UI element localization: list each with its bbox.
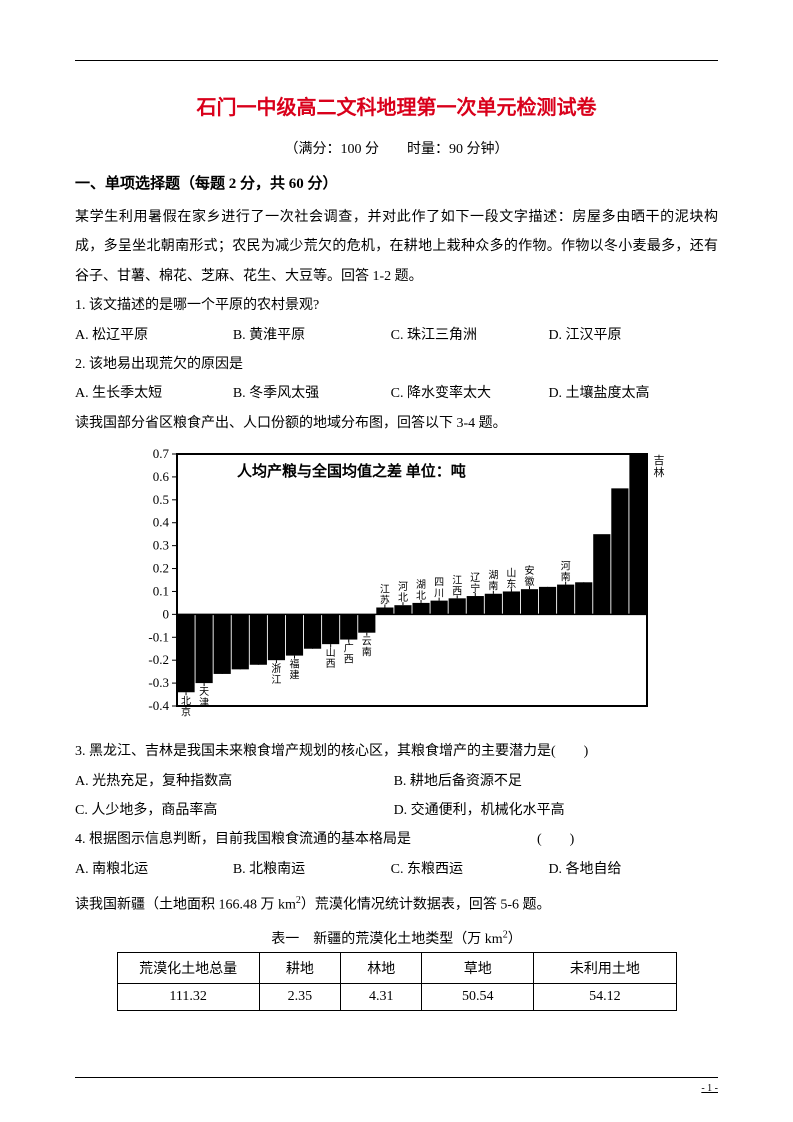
option: A. 松辽平原: [75, 321, 229, 350]
svg-text:西: 西: [326, 659, 336, 670]
svg-text:辽: 辽: [470, 572, 480, 584]
option: C. 东粮西运: [391, 855, 545, 884]
svg-text:京: 京: [181, 705, 191, 718]
svg-text:0.2: 0.2: [153, 561, 169, 576]
svg-text:江: 江: [271, 674, 281, 686]
question-1-options: A. 松辽平原 B. 黄淮平原 C. 珠江三角洲 D. 江汉平原: [75, 321, 718, 350]
svg-text:吉: 吉: [654, 454, 665, 467]
svg-text:广: 广: [344, 643, 354, 655]
exam-title: 石门一中级高二文科地理第一次单元检测试卷: [75, 91, 718, 120]
svg-text:0.1: 0.1: [153, 584, 169, 599]
svg-text:南: 南: [362, 646, 372, 659]
option: C. 人少地多，商品率高: [75, 796, 390, 825]
svg-text:贵: 贵: [308, 624, 318, 637]
page-number: - 1 -: [701, 1083, 718, 1094]
chart-figure: -0.4 -0.3 -0.2 -0.1 0 0.1 0.2 0.3 0.4 0.5 0.6 0.7 人均…: [115, 446, 718, 731]
svg-text:山: 山: [506, 568, 516, 580]
svg-text:宁: 宁: [579, 584, 589, 597]
svg-text:广: 广: [235, 645, 245, 657]
svg-text:上: 上: [217, 650, 227, 662]
svg-text:河: 河: [398, 581, 408, 593]
svg-text:陕: 陕: [253, 640, 263, 653]
question-2: 2. 该地易出现荒欠的原因是: [75, 350, 718, 379]
exam-subtitle: （满分：100 分 时量：90 分钟）: [75, 138, 718, 158]
svg-text:山: 山: [326, 647, 336, 659]
option: D. 各地自给: [548, 855, 702, 884]
land-type-table: 荒漠化土地总量耕地林地草地未利用土地111.322.354.3150.5454.…: [117, 952, 677, 1011]
question-3-options: A. 光热充足，复种指数高 B. 耕地后备资源不足: [75, 767, 718, 796]
question-3: 3. 黑龙江、吉林是我国未来粮食增产规划的核心区，其粮食增产的主要潜力是( ): [75, 737, 718, 766]
svg-text:江: 江: [380, 584, 390, 596]
svg-text:津: 津: [199, 697, 209, 709]
svg-text:-0.1: -0.1: [148, 629, 169, 644]
option: D. 江汉平原: [548, 321, 702, 350]
svg-text:林: 林: [654, 465, 665, 479]
svg-text:0.6: 0.6: [153, 469, 170, 484]
question-1: 1. 该文描述的是哪一个平原的农村景观?: [75, 291, 718, 320]
intro-3: 读我国新疆（土地面积 166.48 万 km2）荒漠化情况统计数据表，回答 5-…: [75, 890, 718, 920]
svg-text:北: 北: [181, 695, 191, 707]
svg-text:江: 江: [452, 574, 462, 586]
svg-text:人均产粮与全国均值之差 单位：吨: 人均产粮与全国均值之差 单位：吨: [237, 462, 466, 480]
option: B. 冬季风太强: [233, 379, 387, 408]
svg-text:新: 新: [543, 589, 553, 602]
option: C. 珠江三角洲: [391, 321, 545, 350]
svg-text:河: 河: [561, 561, 571, 573]
question-4-options: A. 南粮北运 B. 北粮南运 C. 东粮西运 D. 各地自给: [75, 855, 718, 884]
svg-text:浙: 浙: [271, 663, 281, 675]
option: B. 耕地后备资源不足: [394, 767, 709, 796]
svg-text:西: 西: [344, 655, 354, 666]
svg-text:0.3: 0.3: [153, 538, 169, 553]
svg-text:湖: 湖: [488, 570, 498, 582]
option: C. 降水变率太大: [391, 379, 545, 408]
svg-text:福: 福: [290, 658, 300, 671]
svg-text:湖: 湖: [416, 579, 426, 591]
section-header: 一、单项选择题（每题 2 分，共 60 分）: [75, 172, 718, 193]
svg-text:-0.3: -0.3: [148, 675, 169, 690]
option: D. 土壤盐度太高: [548, 379, 702, 408]
svg-text:天: 天: [199, 687, 209, 698]
question-3-options-2: C. 人少地多，商品率高 D. 交通便利，机械化水平高: [75, 796, 718, 825]
intro-1: 某学生利用暑假在家乡进行了一次社会调查，并对此作了如下一段文字描述：房屋多由晒干…: [75, 203, 718, 291]
option: B. 北粮南运: [233, 855, 387, 884]
svg-text:0.5: 0.5: [153, 492, 169, 507]
svg-text:夏: 夏: [579, 596, 589, 608]
svg-text:0: 0: [163, 606, 170, 621]
svg-text:疆: 疆: [543, 601, 553, 613]
question-4: 4. 根据图示信息判断，目前我国粮食流通的基本格局是 ( ): [75, 825, 718, 854]
intro-2: 读我国部分省区粮食产出、人口份额的地域分布图，回答以下 3-4 题。: [75, 409, 718, 438]
option: D. 交通便利，机械化水平高: [394, 796, 709, 825]
table-caption: 表一 新疆的荒漠化土地类型（万 km2）: [75, 928, 718, 948]
option: B. 黄淮平原: [233, 321, 387, 350]
svg-text:建: 建: [290, 669, 300, 682]
svg-text:0.7: 0.7: [153, 446, 170, 461]
question-2-options: A. 生长季太短 B. 冬季风太强 C. 降水变率太大 D. 土壤盐度太高: [75, 379, 718, 408]
option: A. 南粮北运: [75, 855, 229, 884]
svg-text:云: 云: [362, 637, 372, 648]
svg-text:四: 四: [434, 578, 444, 589]
option: A. 光热充足，复种指数高: [75, 767, 390, 796]
svg-text:-0.2: -0.2: [148, 652, 169, 667]
option: A. 生长季太短: [75, 379, 229, 408]
svg-text:安: 安: [525, 564, 535, 577]
svg-text:0.4: 0.4: [153, 515, 170, 530]
svg-text:-0.4: -0.4: [148, 698, 169, 713]
